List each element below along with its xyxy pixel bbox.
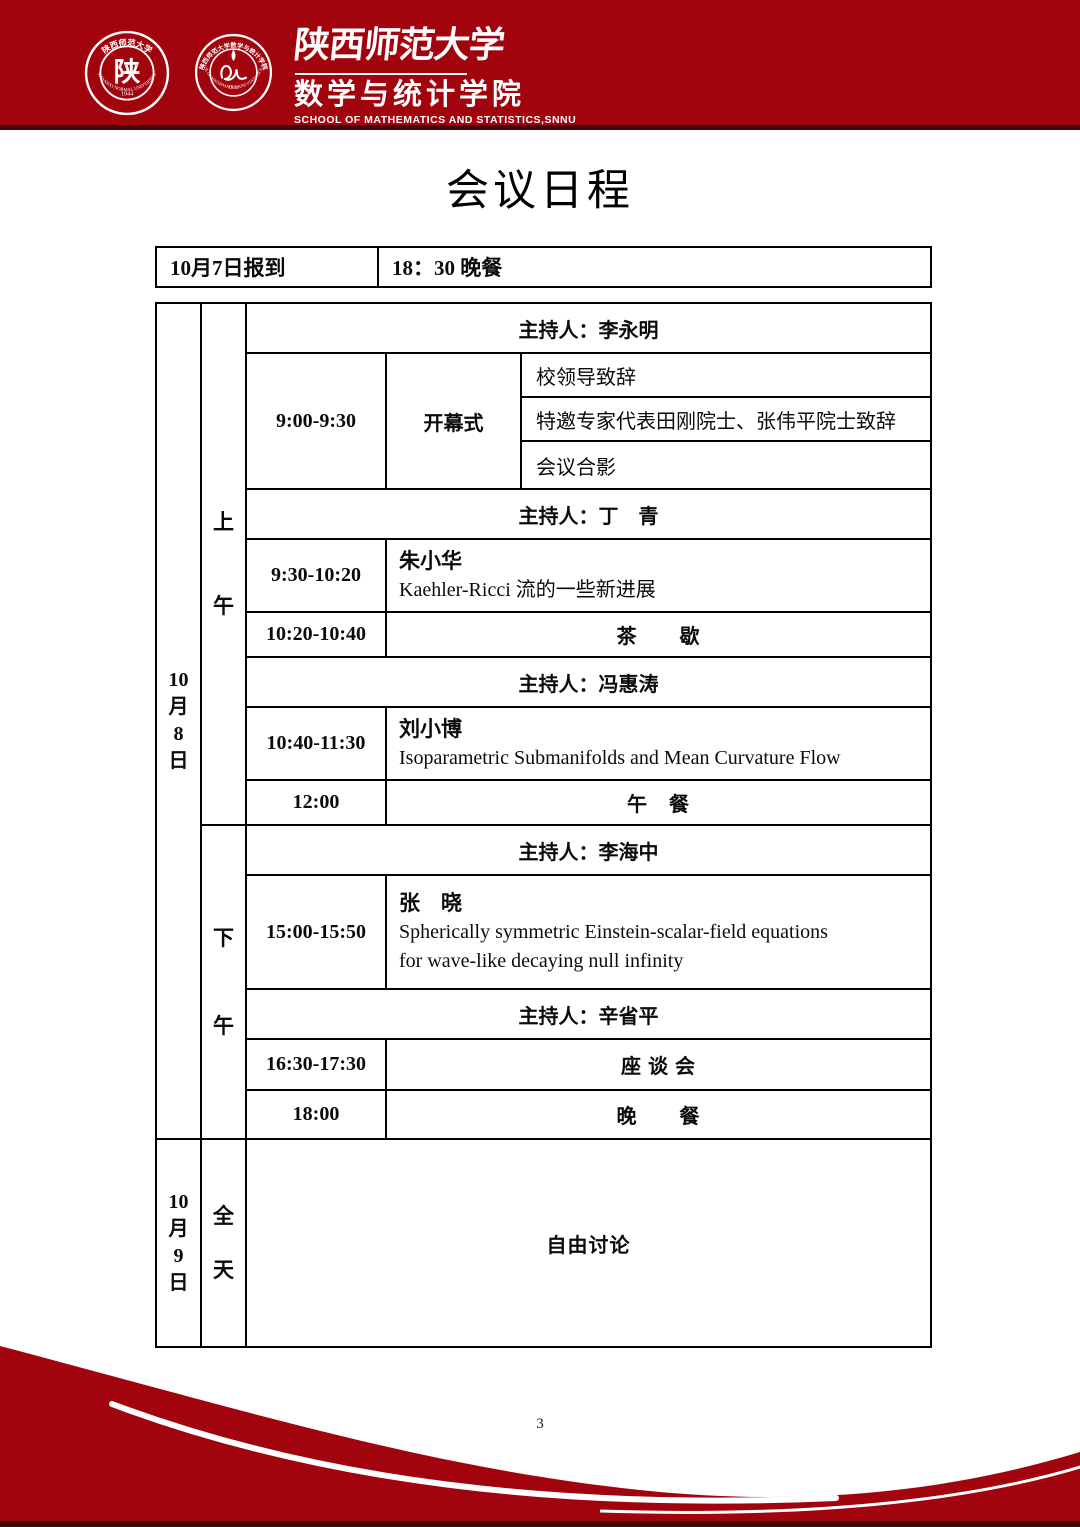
school-seal-year: · 1944 · bbox=[225, 85, 242, 91]
speaker-name: 张 晓 bbox=[399, 891, 462, 915]
schedule-table: 10 月 8 日 上 午 主持人：李永明 9:00-9:30 开幕式 校领导致辞… bbox=[155, 302, 933, 1348]
tea-break-time-cell: 10:20-10:40 bbox=[245, 611, 387, 658]
forum-time-cell: 16:30-17:30 bbox=[245, 1038, 387, 1091]
talk3-cell: 张 晓 Spherically symmetric Einstein-scala… bbox=[384, 874, 933, 990]
host-row-xinshengping: 主持人：辛省平 bbox=[244, 988, 933, 1040]
brand-divider bbox=[295, 73, 467, 75]
swoosh-red-shape bbox=[0, 1346, 1080, 1527]
header-brand-block: 陕西师范大学 数学与统计学院 SCHOOL OF MATHEMATICS AND… bbox=[291, 22, 577, 126]
date-line: 日 bbox=[168, 1272, 189, 1294]
date-cell-oct8: 10 月 8 日 bbox=[155, 302, 202, 1140]
swoosh-white-crescent bbox=[109, 1401, 839, 1504]
host-row-liyongming: 主持人：李永明 bbox=[244, 302, 933, 354]
talk2-time-cell: 10:40-11:30 bbox=[245, 706, 387, 781]
registration-date-cell: 10月7日报到 bbox=[155, 246, 379, 288]
period-line: 上 bbox=[213, 510, 234, 534]
speaker-name: 朱小华 bbox=[399, 549, 462, 573]
date-line: 日 bbox=[168, 750, 189, 772]
opening-label-cell: 开幕式 bbox=[385, 352, 522, 490]
talk-title-line: Spherically symmetric Einstein-scalar-fi… bbox=[399, 921, 828, 943]
svg-text:陕西师范大学: 陕西师范大学 bbox=[100, 37, 154, 55]
table-row: 18:00 晚 餐 bbox=[156, 1089, 933, 1140]
period-line: 天 bbox=[213, 1258, 234, 1282]
opening-item-cell: 特邀专家代表田刚院士、张伟平院士致辞 bbox=[519, 396, 933, 442]
period-cell-allday: 全 天 bbox=[200, 1138, 247, 1348]
dinner-time-cell: 18:00 bbox=[245, 1089, 387, 1140]
table-row: 10:40-11:30 刘小博 Isoparametric Submanifol… bbox=[156, 706, 933, 781]
seal-year: 1944 bbox=[121, 92, 133, 98]
forum-cell: 座 谈 会 bbox=[384, 1038, 933, 1091]
registration-dinner-cell: 18：30 晚餐 bbox=[377, 246, 932, 288]
school-name-en: SCHOOL OF MATHEMATICS AND STATISTICS,SNN… bbox=[294, 114, 577, 126]
table-row: 9:30-10:20 朱小华 Kaehler-Ricci 流的一些新进展 bbox=[156, 538, 933, 613]
table-row: 主持人：冯惠涛 bbox=[156, 656, 933, 708]
talk-title-line: for wave-like decaying null infinity bbox=[399, 950, 684, 972]
talk1-cell: 朱小华 Kaehler-Ricci 流的一些新进展 bbox=[384, 538, 933, 613]
date-line: 月 bbox=[168, 1218, 189, 1240]
table-row: 10月7日报到 18：30 晚餐 bbox=[155, 246, 932, 288]
school-name: 数学与统计学院 bbox=[294, 79, 526, 111]
opening-item-cell: 校领导致辞 bbox=[519, 352, 933, 398]
opening-time-cell: 9:00-9:30 bbox=[245, 352, 387, 490]
seal-ring-top-text: 陕西师范大学 bbox=[100, 37, 154, 55]
tea-break-cell: 茶 歇 bbox=[384, 611, 933, 658]
date-cell-oct9: 10 月 9 日 bbox=[155, 1138, 202, 1348]
table-row: 10 月 8 日 上 午 主持人：李永明 bbox=[155, 302, 933, 1140]
university-seal-logo: 陕 1944 陕西师范大学 SHAANXI NORMAL UNIVERSITY bbox=[84, 30, 170, 116]
host-row-dingqing: 主持人：丁 青 bbox=[244, 488, 933, 540]
opening-item-cell: 会议合影 bbox=[519, 440, 933, 490]
period-cell-afternoon: 下 午 bbox=[200, 824, 247, 1140]
footer-bottom-strip bbox=[0, 1521, 1080, 1527]
free-discussion-cell: 自由讨论 bbox=[244, 1138, 933, 1348]
table-row: 主持人：辛省平 bbox=[156, 988, 933, 1040]
date-line: 10 bbox=[168, 1191, 189, 1213]
page-number: 3 bbox=[536, 1416, 544, 1432]
talk-title: Kaehler-Ricci 流的一些新进展 bbox=[399, 579, 656, 601]
table-row: 主持人：丁 青 bbox=[156, 488, 933, 540]
dinner-cell: 晚 餐 bbox=[384, 1089, 933, 1140]
period-line: 下 bbox=[213, 926, 234, 950]
lunch-time-cell: 12:00 bbox=[245, 779, 387, 826]
math-school-seal-logo: · 1944 · 陕西师范大学数学与统计学院 SCHOOL OF MATHEMA… bbox=[194, 33, 273, 112]
period-line: 全 bbox=[213, 1204, 234, 1228]
date-line: 8 bbox=[173, 723, 184, 745]
school-monogram-leaf-icon bbox=[231, 49, 236, 62]
registration-table: 10月7日报到 18：30 晚餐 bbox=[155, 246, 932, 288]
table-row: 会议合影 bbox=[156, 440, 933, 490]
date-line: 9 bbox=[173, 1245, 184, 1267]
date-line: 月 bbox=[168, 696, 189, 718]
table-row: 9:00-9:30 开幕式 校领导致辞 bbox=[156, 352, 933, 490]
table-row: 10 月 9 日 全 天 自由讨论 bbox=[155, 1138, 933, 1348]
period-line: 午 bbox=[213, 1014, 234, 1038]
table-row: 16:30-17:30 座 谈 会 bbox=[156, 1038, 933, 1091]
period-line: 午 bbox=[213, 594, 234, 618]
date-line: 10 bbox=[168, 669, 189, 691]
host-row-lihaizhong: 主持人：李海中 bbox=[244, 824, 933, 876]
talk2-cell: 刘小博 Isoparametric Submanifolds and Mean … bbox=[384, 706, 933, 781]
university-name: 陕西师范大学 bbox=[291, 25, 507, 65]
table-row: 15:00-15:50 张 晓 Spherically symmetric Ei… bbox=[156, 874, 933, 990]
talk3-time-cell: 15:00-15:50 bbox=[245, 874, 387, 990]
lunch-cell: 午 餐 bbox=[384, 779, 933, 826]
speaker-name: 刘小博 bbox=[399, 717, 462, 741]
table-row: 10:20-10:40 茶 歇 bbox=[156, 611, 933, 658]
swoosh-white-thin-arc bbox=[599, 1465, 1080, 1514]
footer-swoosh-decoration bbox=[0, 1346, 1080, 1527]
header-band: 陕 1944 陕西师范大学 SHAANXI NORMAL UNIVERSITY … bbox=[0, 0, 1080, 130]
period-cell-morning: 上 午 bbox=[200, 302, 247, 826]
talk-title: Isoparametric Submanifolds and Mean Curv… bbox=[399, 747, 841, 769]
page-title: 会议日程 bbox=[446, 168, 634, 215]
seal-center-glyph: 陕 bbox=[114, 57, 141, 87]
school-monogram-icon bbox=[220, 65, 248, 81]
table-row: 12:00 午 餐 bbox=[156, 779, 933, 826]
talk1-time-cell: 9:30-10:20 bbox=[245, 538, 387, 613]
table-row: 下 午 主持人：李海中 bbox=[156, 824, 933, 1140]
header-bottom-strip bbox=[0, 125, 1080, 130]
host-row-fenghuitao: 主持人：冯惠涛 bbox=[244, 656, 933, 708]
table-row: 特邀专家代表田刚院士、张伟平院士致辞 bbox=[156, 396, 933, 442]
